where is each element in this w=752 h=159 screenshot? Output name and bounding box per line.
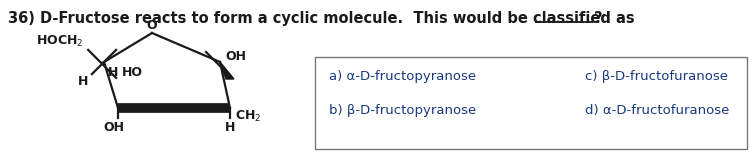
Text: OH: OH xyxy=(225,50,246,63)
Text: c) β-D-fructofuranose: c) β-D-fructofuranose xyxy=(585,70,728,83)
Text: CH$_2$: CH$_2$ xyxy=(235,109,262,124)
Polygon shape xyxy=(220,62,234,79)
Text: H: H xyxy=(108,66,118,79)
Text: O: O xyxy=(147,19,157,32)
Text: a) α-D-fructopyranose: a) α-D-fructopyranose xyxy=(329,70,476,83)
Text: H: H xyxy=(77,75,88,88)
Text: d) α-D-fructofuranose: d) α-D-fructofuranose xyxy=(585,104,729,117)
Bar xyxy=(315,57,747,149)
Text: HOCH$_2$: HOCH$_2$ xyxy=(35,34,83,49)
Text: ?: ? xyxy=(594,11,602,26)
Text: b) β-D-fructopyranose: b) β-D-fructopyranose xyxy=(329,104,476,117)
Text: 36) D-Fructose reacts to form a cyclic molecule.  This would be classified as: 36) D-Fructose reacts to form a cyclic m… xyxy=(8,11,635,26)
Text: OH: OH xyxy=(104,121,125,134)
Text: HO: HO xyxy=(122,66,143,79)
Text: H: H xyxy=(225,121,235,134)
